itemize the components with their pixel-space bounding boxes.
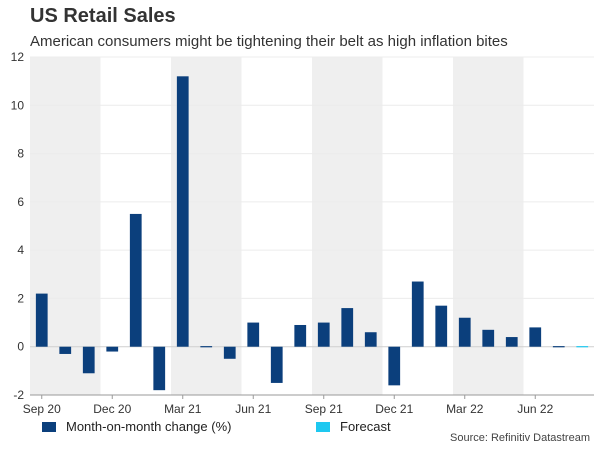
bar <box>270 346 283 383</box>
legend-item-mom: Month-on-month change (%) <box>42 419 231 434</box>
y-tick-label: -2 <box>13 388 24 402</box>
bar <box>482 329 495 347</box>
legend-label-mom: Month-on-month change (%) <box>66 419 232 434</box>
y-tick-label: 8 <box>17 147 24 161</box>
chart-subtitle: American consumers might be tightening t… <box>30 33 508 50</box>
bar <box>129 213 142 347</box>
chart-title: US Retail Sales <box>30 5 176 27</box>
x-tick-label: Sep 20 <box>23 402 61 416</box>
y-tick-label: 2 <box>17 291 24 305</box>
bar <box>505 337 518 347</box>
x-tick-label: Dec 21 <box>375 402 413 416</box>
legend-item-forecast: Forecast <box>316 419 391 434</box>
bar <box>247 322 260 347</box>
x-tick-label: Mar 22 <box>446 402 484 416</box>
bar <box>529 327 542 347</box>
x-tick-label: Jun 22 <box>517 402 553 416</box>
x-tick-label: Jun 21 <box>235 402 271 416</box>
y-tick-label: 6 <box>17 195 24 209</box>
source-note: Source: Refinitiv Datastream <box>450 432 590 444</box>
bar <box>317 322 330 347</box>
bar <box>341 308 354 347</box>
bar <box>82 346 95 374</box>
bar <box>35 293 48 347</box>
x-tick-label: Mar 21 <box>164 402 202 416</box>
y-tick-label: 0 <box>17 340 24 354</box>
x-tick-label: Dec 20 <box>93 402 131 416</box>
y-tick-label: 12 <box>11 50 25 64</box>
y-tick-label: 10 <box>11 98 25 112</box>
legend-swatch-mom <box>42 421 56 432</box>
legend-label-forecast: Forecast <box>340 419 391 434</box>
bar <box>153 346 166 391</box>
bar <box>364 332 377 347</box>
bar <box>223 346 236 359</box>
bar <box>458 317 471 347</box>
bar <box>294 324 307 347</box>
bar <box>435 305 448 347</box>
bar <box>411 281 424 347</box>
bar <box>552 346 565 348</box>
bar <box>176 76 189 347</box>
y-tick-label: 4 <box>17 243 24 257</box>
bar <box>388 346 401 386</box>
bar <box>59 346 72 354</box>
x-tick-label: Sep 21 <box>305 402 343 416</box>
bar <box>200 346 213 348</box>
forecast-bar <box>576 346 589 348</box>
legend-swatch-forecast <box>316 421 330 432</box>
bar <box>106 346 119 352</box>
